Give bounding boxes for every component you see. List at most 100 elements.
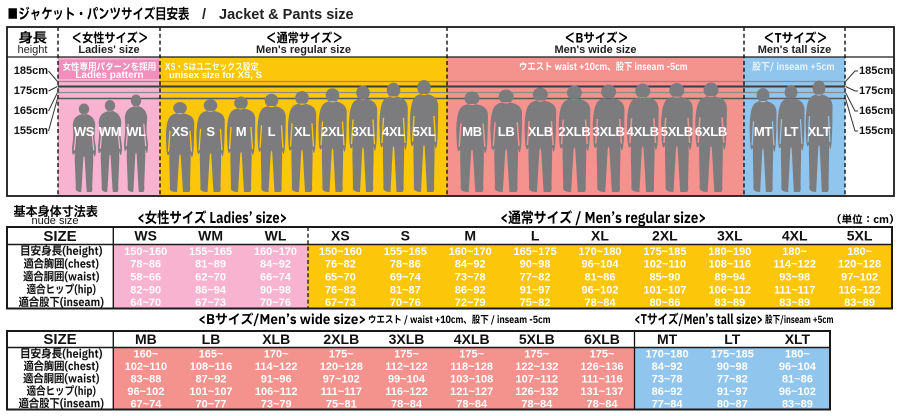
svg-text:180~: 180~ <box>847 246 872 258</box>
svg-text:MB: MB <box>462 124 482 139</box>
svg-text:78~86: 78~86 <box>390 259 421 271</box>
svg-text:180~: 180~ <box>785 349 810 361</box>
svg-text:165cm: 165cm <box>859 105 893 117</box>
svg-text:81~87: 81~87 <box>390 284 421 296</box>
svg-text:93~98: 93~98 <box>779 272 810 284</box>
svg-text:114~122: 114~122 <box>773 259 816 271</box>
svg-text:96~104: 96~104 <box>779 361 817 373</box>
svg-text:114~122: 114~122 <box>255 361 298 373</box>
svg-text:3XLB: 3XLB <box>593 124 625 139</box>
svg-text:2XLB: 2XLB <box>323 331 359 347</box>
svg-text:78~84: 78~84 <box>391 398 423 410</box>
svg-text:165~: 165~ <box>199 349 224 361</box>
svg-text:MT: MT <box>657 331 678 347</box>
svg-text:155cm: 155cm <box>859 125 893 137</box>
svg-text:XS: XS <box>331 228 350 244</box>
svg-text:WS: WS <box>74 124 95 139</box>
svg-text:73~78: 73~78 <box>652 374 683 386</box>
svg-text:170~180: 170~180 <box>578 246 621 258</box>
svg-text:101~107: 101~107 <box>643 284 686 296</box>
svg-text:185cm: 185cm <box>14 65 48 77</box>
svg-text:126~136: 126~136 <box>580 361 623 373</box>
svg-text:91~97: 91~97 <box>717 386 748 398</box>
svg-text:4XLB: 4XLB <box>627 124 659 139</box>
svg-text:96~104: 96~104 <box>581 259 619 271</box>
svg-text:83~88: 83~88 <box>130 374 161 386</box>
svg-text:175~: 175~ <box>459 349 484 361</box>
svg-text:150~160: 150~160 <box>124 246 167 258</box>
svg-text:81~89: 81~89 <box>195 259 226 271</box>
svg-text:175~: 175~ <box>329 349 354 361</box>
svg-text:80~86: 80~86 <box>649 297 680 309</box>
svg-text:70~76: 70~76 <box>390 297 421 309</box>
svg-text:WM: WM <box>198 228 223 244</box>
svg-text:SIZE: SIZE <box>43 228 76 245</box>
svg-text:LB: LB <box>202 331 221 347</box>
svg-text:78~84: 78~84 <box>585 297 617 309</box>
svg-text:XLB: XLB <box>262 331 290 347</box>
svg-text:83~89: 83~89 <box>782 398 813 410</box>
svg-text:175~: 175~ <box>590 349 615 361</box>
svg-text:WL: WL <box>126 124 146 139</box>
svg-text:73~78: 73~78 <box>455 272 486 284</box>
svg-text:4XL: 4XL <box>382 124 405 139</box>
svg-text:MT: MT <box>754 124 773 139</box>
svg-text:65~70: 65~70 <box>325 272 356 284</box>
svg-text:84~92: 84~92 <box>652 361 683 373</box>
svg-text:4XL: 4XL <box>782 228 808 244</box>
svg-text:106~112: 106~112 <box>255 386 298 398</box>
svg-text:165cm: 165cm <box>14 105 48 117</box>
svg-text:90~98: 90~98 <box>717 361 748 373</box>
svg-text:175cm: 175cm <box>859 85 893 97</box>
svg-text:83~89: 83~89 <box>779 297 810 309</box>
svg-text:96~102: 96~102 <box>779 386 816 398</box>
svg-text:120~128: 120~128 <box>320 361 363 373</box>
svg-text:107~112: 107~112 <box>516 374 559 386</box>
svg-text:180~: 180~ <box>782 246 807 258</box>
svg-text:118~128: 118~128 <box>450 361 493 373</box>
svg-text:170~180: 170~180 <box>646 349 689 361</box>
svg-text:4XLB: 4XLB <box>454 331 490 347</box>
svg-text:3XL: 3XL <box>352 124 375 139</box>
svg-text:120~128: 120~128 <box>838 259 881 271</box>
svg-text:84~92: 84~92 <box>455 259 486 271</box>
svg-text:76~82: 76~82 <box>325 284 356 296</box>
svg-text:112~122: 112~122 <box>385 361 428 373</box>
svg-text:66~74: 66~74 <box>260 272 292 284</box>
svg-text:116~122: 116~122 <box>838 284 881 296</box>
svg-text:XLB: XLB <box>528 124 553 139</box>
svg-text:67~73: 67~73 <box>195 297 226 309</box>
svg-text:99~104: 99~104 <box>388 374 426 386</box>
svg-text:76~82: 76~82 <box>325 259 356 271</box>
svg-text:155~165: 155~165 <box>189 246 232 258</box>
svg-text:97~102: 97~102 <box>323 374 360 386</box>
svg-text:111~117: 111~117 <box>774 284 815 296</box>
svg-text:75~81: 75~81 <box>326 398 357 410</box>
svg-text:155~165: 155~165 <box>384 246 427 258</box>
svg-text:155cm: 155cm <box>14 125 48 137</box>
svg-text:160~170: 160~170 <box>449 246 492 258</box>
svg-text:90~98: 90~98 <box>520 259 551 271</box>
svg-text:58~66: 58~66 <box>130 272 161 284</box>
svg-text:86~92: 86~92 <box>455 284 486 296</box>
svg-text:85~90: 85~90 <box>649 272 680 284</box>
svg-text:175cm: 175cm <box>14 85 48 97</box>
svg-text:XL: XL <box>591 228 609 244</box>
svg-text:73~79: 73~79 <box>261 398 292 410</box>
svg-text:96~102: 96~102 <box>127 386 164 398</box>
svg-text:75~82: 75~82 <box>520 297 551 309</box>
svg-text:MB: MB <box>135 331 157 347</box>
svg-text:116~122: 116~122 <box>385 386 428 398</box>
svg-text:LB: LB <box>498 124 515 139</box>
svg-text:LT: LT <box>724 331 741 347</box>
svg-text:Men's tall size: Men's tall size <box>758 44 832 56</box>
svg-text:unisex size for XS, S: unisex size for XS, S <box>169 70 262 81</box>
svg-text:87~92: 87~92 <box>196 374 227 386</box>
svg-text:175~185: 175~185 <box>711 349 754 361</box>
svg-text:175~185: 175~185 <box>643 246 686 258</box>
svg-text:185cm: 185cm <box>859 65 893 77</box>
svg-text:78~86: 78~86 <box>130 259 161 271</box>
svg-text:86~92: 86~92 <box>652 386 683 398</box>
svg-text:97~102: 97~102 <box>841 272 878 284</box>
svg-text:89~94: 89~94 <box>714 272 746 284</box>
